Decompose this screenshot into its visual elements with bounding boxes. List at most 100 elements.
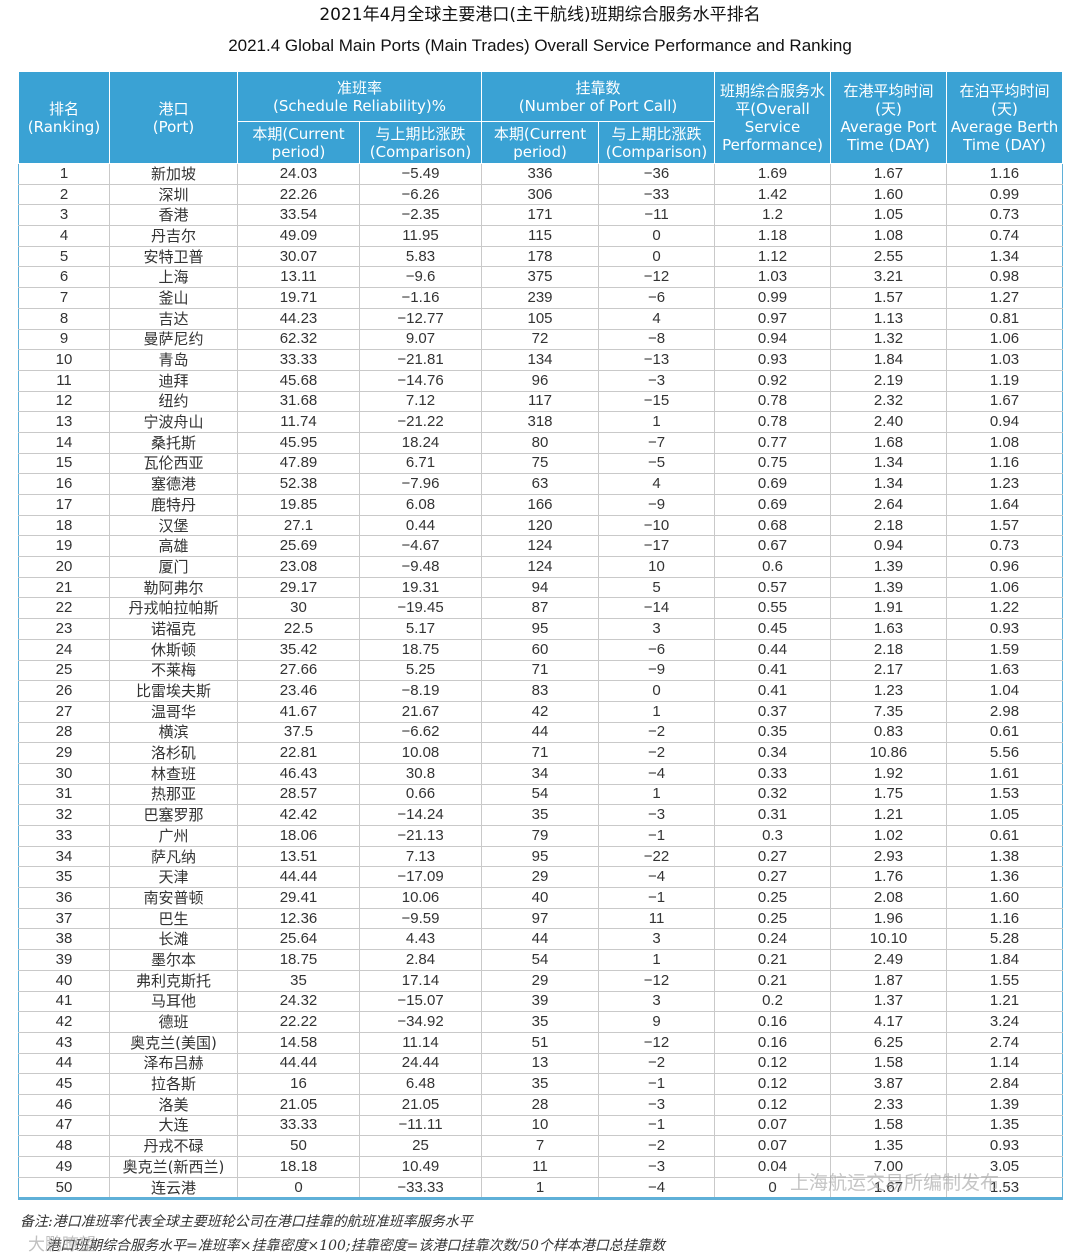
cell-port: 墨尔本 — [109, 949, 238, 971]
cell-rank: 13 — [18, 411, 110, 433]
cell-port: 连云港 — [109, 1177, 238, 1200]
cell-rank: 32 — [18, 804, 110, 826]
cell-rank: 15 — [18, 453, 110, 475]
cell-portcall-comparison: −9 — [598, 494, 716, 516]
title-chinese: 2021年4月全球主要港口(主干航线)班期综合服务水平排名 — [319, 5, 761, 25]
cell-avg-port-time: 2.08 — [830, 887, 948, 909]
table-row: 12 纽约 31.68 7.12 117 −15 0.78 2.32 1.67 — [18, 391, 1064, 413]
cell-reliability-current: 37.5 — [237, 722, 360, 744]
cell-portcall-current: 28 — [481, 1094, 600, 1116]
cell-avg-port-time: 1.34 — [830, 473, 948, 495]
cell-reliability-comparison: 21.05 — [359, 1094, 483, 1116]
cell-avg-berth-time: 1.22 — [946, 597, 1064, 620]
cell-portcall-comparison: −3 — [598, 370, 716, 392]
cell-portcall-current: 39 — [481, 991, 600, 1013]
cell-overall-performance: 0.69 — [714, 494, 832, 516]
cell-rank: 28 — [18, 722, 110, 744]
cell-overall-performance: 1.2 — [714, 204, 832, 227]
table-row: 22 丹戎帕拉帕斯 30 −19.45 87 −14 0.55 1.91 1.22 — [18, 597, 1064, 620]
cell-portcall-comparison: 5 — [598, 577, 716, 599]
cell-overall-performance: 1.69 — [714, 163, 832, 185]
cell-portcall-comparison: 0 — [598, 225, 716, 247]
cell-port: 青岛 — [109, 349, 238, 371]
cell-port: 天津 — [109, 866, 238, 889]
cell-reliability-comparison: 6.71 — [359, 453, 483, 475]
cell-portcall-current: 29 — [481, 866, 600, 889]
cell-rank: 5 — [18, 246, 110, 268]
cell-portcall-current: 54 — [481, 949, 600, 971]
corner-watermark: 大鹏瞭望 — [28, 1235, 96, 1255]
table-row: 7 釜山 19.71 −1.16 239 −6 0.99 1.57 1.27 — [18, 287, 1064, 309]
cell-avg-port-time: 3.87 — [830, 1073, 948, 1095]
cell-reliability-current: 44.44 — [237, 1053, 360, 1075]
cell-reliability-comparison: 2.84 — [359, 949, 483, 971]
cell-avg-berth-time: 0.94 — [946, 411, 1064, 433]
cell-reliability-comparison: 4.43 — [359, 928, 483, 951]
cell-avg-berth-time: 1.53 — [946, 1177, 1064, 1200]
cell-reliability-current: 33.33 — [237, 1115, 360, 1137]
cell-portcall-current: 42 — [481, 701, 600, 723]
cell-portcall-current: 35 — [481, 1011, 600, 1033]
table-row: 26 比雷埃夫斯 23.46 −8.19 83 0 0.41 1.23 1.04 — [18, 680, 1064, 702]
cell-reliability-current: 19.71 — [237, 287, 360, 309]
cell-avg-port-time: 4.17 — [830, 1011, 948, 1033]
header-rank: 排名 (Ranking) — [18, 71, 110, 164]
cell-portcall-current: 166 — [481, 494, 600, 516]
cell-reliability-current: 30.07 — [237, 246, 360, 268]
cell-portcall-comparison: −22 — [598, 846, 716, 868]
cell-avg-port-time: 1.08 — [830, 225, 948, 247]
cell-port: 塞德港 — [109, 473, 238, 495]
table-row: 17 鹿特丹 19.85 6.08 166 −9 0.69 2.64 1.64 — [18, 494, 1064, 516]
cell-reliability-current: 29.17 — [237, 577, 360, 599]
cell-portcall-current: 87 — [481, 597, 600, 620]
cell-avg-berth-time: 0.73 — [946, 535, 1064, 558]
title-english: 2021.4 Global Main Ports (Main Trades) O… — [228, 36, 852, 55]
cell-avg-berth-time: 1.63 — [946, 660, 1064, 682]
cell-rank: 34 — [18, 846, 110, 868]
cell-overall-performance: 0.6 — [714, 556, 832, 578]
table-row: 27 温哥华 41.67 21.67 42 1 0.37 7.35 2.98 — [18, 701, 1064, 723]
cell-avg-port-time: 2.32 — [830, 391, 948, 413]
cell-portcall-current: 306 — [481, 184, 600, 206]
cell-reliability-comparison: 11.14 — [359, 1032, 483, 1054]
cell-reliability-current: 44.44 — [237, 866, 360, 889]
cell-avg-berth-time: 0.93 — [946, 1135, 1064, 1157]
cell-avg-berth-time: 1.04 — [946, 680, 1064, 702]
cell-portcall-current: 178 — [481, 246, 600, 268]
cell-portcall-current: 120 — [481, 515, 600, 537]
cell-port: 上海 — [109, 266, 238, 289]
cell-avg-berth-time: 5.56 — [946, 742, 1064, 764]
cell-avg-port-time: 2.49 — [830, 949, 948, 971]
cell-port: 曼萨尼约 — [109, 329, 238, 351]
cell-overall-performance: 0.55 — [714, 597, 832, 620]
cell-portcall-comparison: −3 — [598, 1156, 716, 1178]
table-row: 44 泽布吕赫 44.44 24.44 13 −2 0.12 1.58 1.14 — [18, 1053, 1064, 1075]
cell-portcall-current: 63 — [481, 473, 600, 495]
cell-portcall-current: 40 — [481, 887, 600, 909]
cell-reliability-comparison: 7.13 — [359, 846, 483, 868]
cell-portcall-current: 71 — [481, 660, 600, 682]
cell-reliability-comparison: −14.76 — [359, 370, 483, 392]
cell-portcall-comparison: −36 — [598, 163, 716, 185]
cell-reliability-comparison: −33.33 — [359, 1177, 483, 1200]
cell-overall-performance: 0.69 — [714, 473, 832, 495]
cell-overall-performance: 0.07 — [714, 1115, 832, 1137]
cell-port: 大连 — [109, 1115, 238, 1137]
cell-port: 吉达 — [109, 308, 238, 330]
cell-reliability-comparison: 25 — [359, 1135, 483, 1157]
cell-overall-performance: 0.35 — [714, 722, 832, 744]
cell-reliability-current: 12.36 — [237, 908, 360, 930]
cell-avg-berth-time: 1.59 — [946, 639, 1064, 661]
cell-reliability-comparison: −2.35 — [359, 204, 483, 227]
cell-rank: 3 — [18, 204, 110, 227]
header-port-time: 在港平均时间(天) Average Port Time (DAY) — [830, 71, 948, 164]
cell-avg-port-time: 6.25 — [830, 1032, 948, 1054]
table-row: 18 汉堡 27.1 0.44 120 −10 0.68 2.18 1.57 — [18, 515, 1064, 537]
cell-reliability-current: 33.54 — [237, 204, 360, 227]
cell-portcall-current: 134 — [481, 349, 600, 371]
cell-reliability-current: 46.43 — [237, 763, 360, 785]
cell-port: 德班 — [109, 1011, 238, 1033]
cell-reliability-comparison: −11.11 — [359, 1115, 483, 1137]
cell-portcall-comparison: −4 — [598, 763, 716, 785]
cell-portcall-comparison: −33 — [598, 184, 716, 206]
